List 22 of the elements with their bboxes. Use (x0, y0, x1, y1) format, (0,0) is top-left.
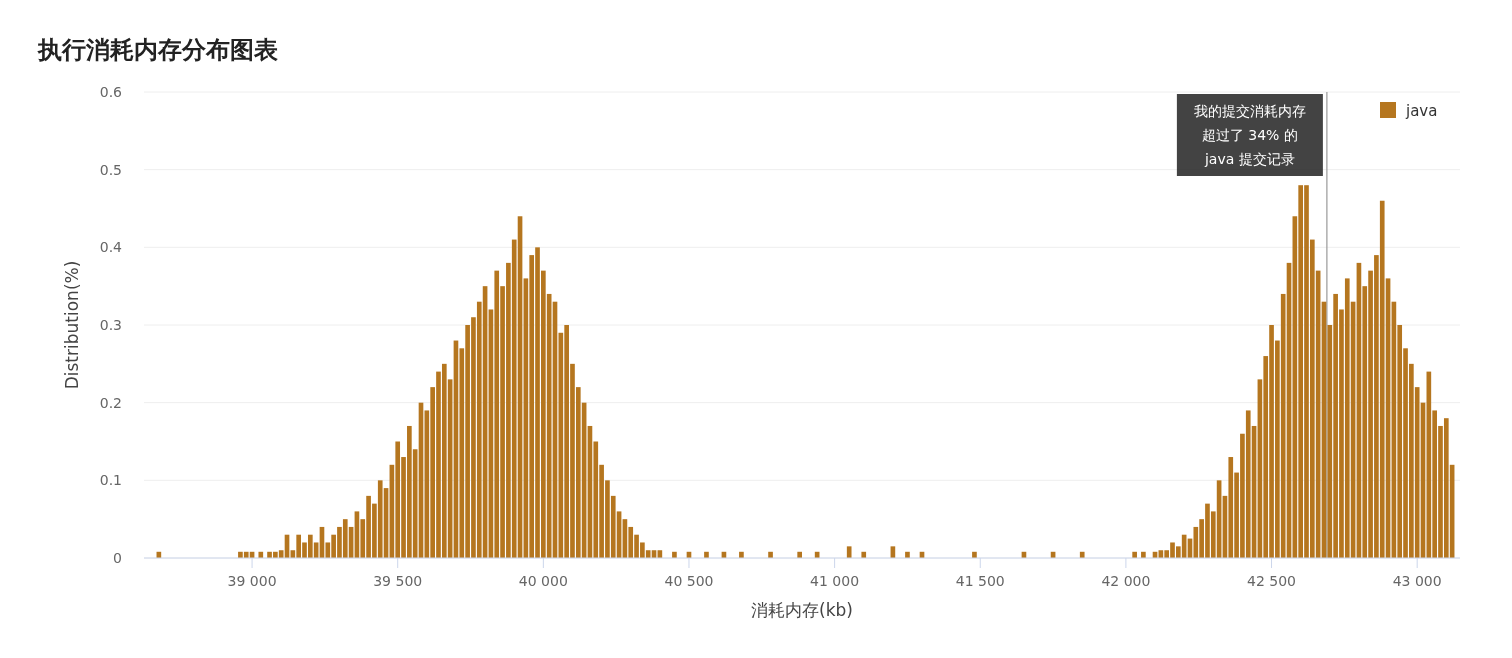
y-tick-label: 0.1 (99, 472, 122, 489)
x-tick-label: 40 000 (518, 573, 568, 589)
x-axis-title: 消耗内存(kb) (751, 600, 853, 620)
x-tick-label: 40 500 (664, 573, 714, 589)
x-tick-label: 42 000 (1101, 573, 1151, 589)
x-tick-label: 42 500 (1247, 573, 1297, 589)
x-tick-label: 43 000 (1392, 573, 1442, 589)
x-tick-label: 41 000 (810, 573, 860, 589)
y-tick-label: 0 (113, 550, 122, 566)
y-tick-label: 0.4 (99, 239, 123, 256)
y-tick-label: 0.3 (99, 317, 122, 333)
y-tick-label: 0.6 (99, 84, 123, 100)
y-axis-title: Distribution(%) (62, 260, 82, 390)
bar (846, 546, 852, 558)
x-tick-label: 41 500 (955, 573, 1005, 589)
y-tick-label: 0.5 (99, 161, 122, 178)
legend-label: java (1405, 102, 1438, 120)
chart-title: 执行消耗内存分布图表 (37, 36, 278, 64)
ref-line-label: 我的提交消耗内存超过了 34% 的 java 提交记录 (1193, 103, 1306, 167)
x-tick-label: 39 500 (373, 573, 423, 589)
x-tick-label: 39 000 (227, 573, 277, 589)
y-tick-label: 0.2 (99, 394, 122, 411)
